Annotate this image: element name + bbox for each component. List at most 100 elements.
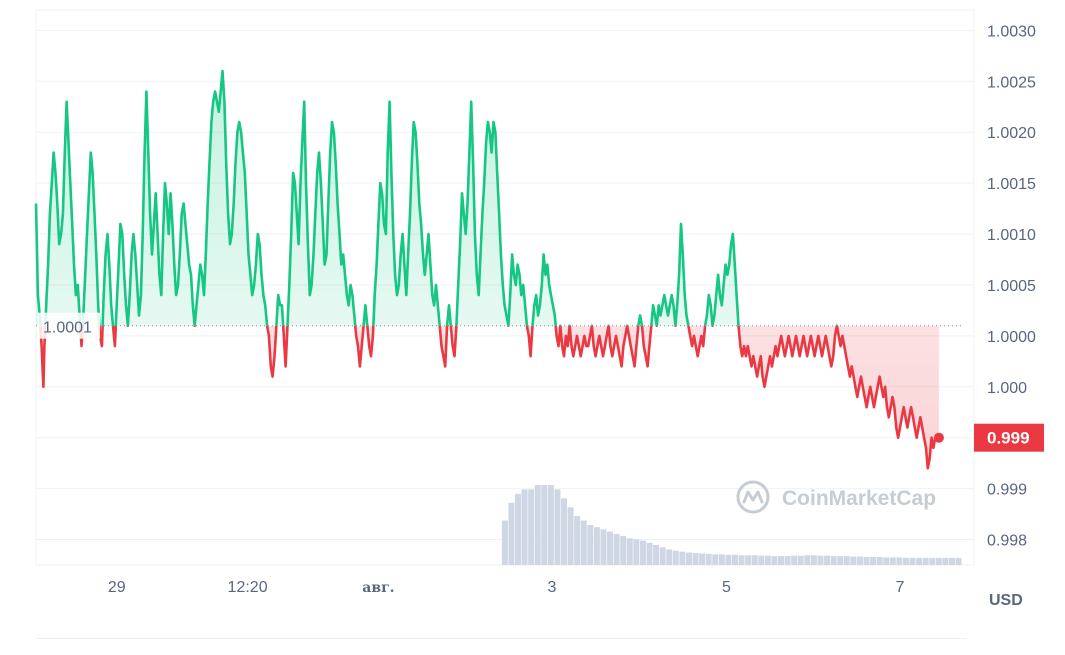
- volume-bar: [718, 554, 725, 565]
- volume-bar: [948, 557, 955, 565]
- price-lines: [34, 69, 939, 470]
- price-area-down: [36, 325, 939, 469]
- volume-bar: [633, 539, 640, 565]
- current-price-value: 0.999: [987, 429, 1030, 448]
- x-tick-label: авг.: [362, 580, 394, 596]
- y-tick-label: 0.998: [987, 533, 1027, 550]
- volume-bar: [797, 555, 804, 565]
- volume-bar: [843, 556, 850, 565]
- volume-bar: [771, 556, 778, 565]
- volume-bar: [666, 549, 673, 565]
- volume-bar: [567, 507, 574, 565]
- volume-bar: [830, 556, 837, 565]
- volume-bar: [824, 555, 831, 565]
- price-line-up: [34, 69, 839, 326]
- volume-bar: [692, 553, 699, 565]
- volume-bar: [639, 540, 646, 565]
- time-range-strip: [36, 638, 966, 651]
- volume-bar: [942, 557, 949, 565]
- volume-bar: [837, 556, 844, 565]
- volume-bar: [501, 520, 508, 565]
- volume-bar: [561, 498, 568, 565]
- x-tick-label: 7: [896, 579, 905, 596]
- coinmarketcap-logo-icon: [736, 480, 770, 514]
- volume-bar: [732, 554, 738, 565]
- volume-bar: [613, 533, 620, 565]
- volume-bar: [902, 557, 909, 565]
- volume-bar: [791, 555, 798, 565]
- volume-bar: [778, 556, 785, 565]
- volume-bar: [515, 493, 521, 565]
- volume-bar: [916, 557, 923, 565]
- reference-label: 1.0001: [38, 312, 100, 339]
- volume-bar: [850, 556, 857, 565]
- reference-value: 1.0001: [43, 320, 92, 337]
- x-tick-label: 3: [548, 579, 557, 596]
- volume-bar: [863, 557, 870, 565]
- volume-bar: [870, 557, 877, 565]
- volume-bar: [554, 489, 561, 565]
- y-tick-label: 1.0000: [987, 329, 1036, 346]
- current-price-badge: 0.999: [974, 423, 1044, 452]
- price-line-down: [39, 325, 939, 470]
- volume-bar: [659, 547, 666, 565]
- volume-bar: [521, 489, 528, 565]
- y-tick-label: 1.0005: [987, 278, 1036, 295]
- volume-bar: [725, 554, 732, 565]
- volume-bar: [883, 557, 890, 565]
- volume-bar: [817, 555, 824, 565]
- volume-bar: [534, 485, 541, 565]
- y-tick-label: 1.0025: [987, 74, 1036, 91]
- volume-bar: [896, 557, 903, 565]
- volume-bars: [501, 485, 962, 565]
- volume-bar: [876, 557, 883, 565]
- current-price-badge-bg: [974, 423, 1044, 452]
- volume-bar: [764, 555, 771, 565]
- volume-bar: [758, 555, 765, 565]
- y-axis: 1.0030 1.0025 1.0020 1.0015 1.0010 1.0005 1.00…: [987, 23, 1036, 549]
- volume-bar: [889, 557, 896, 565]
- volume-bar: [751, 555, 758, 565]
- volume-bar: [679, 551, 686, 565]
- y-tick-label: 1.0030: [987, 23, 1036, 40]
- x-tick-label: 29: [108, 579, 126, 596]
- volume-bar: [699, 553, 706, 565]
- volume-bar: [672, 550, 679, 565]
- volume-bar: [607, 531, 614, 565]
- volume-bar: [784, 556, 791, 565]
- volume-bar: [541, 485, 548, 565]
- volume-bar: [685, 552, 692, 565]
- coinmarketcap-logo-mark: [742, 490, 764, 504]
- x-tick-label: 12:20: [228, 579, 268, 596]
- volume-bar: [955, 557, 962, 565]
- y-tick-label: 1.0010: [987, 227, 1036, 244]
- volume-bar: [653, 545, 660, 565]
- grid-lines: [36, 29, 974, 541]
- volume-bar: [528, 489, 535, 565]
- volume-bar: [909, 557, 916, 565]
- volume-bar: [804, 555, 811, 565]
- last-price-dot: [933, 432, 944, 443]
- y-tick-label: 1.000: [987, 380, 1027, 397]
- volume-bar: [745, 555, 752, 565]
- volume-bar: [738, 555, 745, 565]
- y-tick-label: 1.0015: [987, 176, 1036, 193]
- x-axis: 29 12:20 авг. 3 5 7: [108, 579, 905, 596]
- watermark: CoinMarketCap: [736, 480, 936, 514]
- reference-label-bg: [38, 312, 100, 339]
- volume-bar: [626, 538, 633, 565]
- watermark-text: CoinMarketCap: [782, 487, 936, 510]
- volume-bar: [810, 555, 817, 565]
- volume-bar: [580, 520, 587, 565]
- volume-bar: [922, 557, 929, 565]
- volume-bar: [856, 556, 863, 565]
- volume-bar: [547, 485, 554, 565]
- volume-bar: [712, 554, 719, 565]
- y-tick-label: 0.999: [987, 482, 1027, 499]
- volume-bar: [935, 557, 942, 565]
- volume-bar: [593, 527, 600, 565]
- volume-bar: [574, 516, 581, 565]
- volume-bar: [705, 553, 712, 565]
